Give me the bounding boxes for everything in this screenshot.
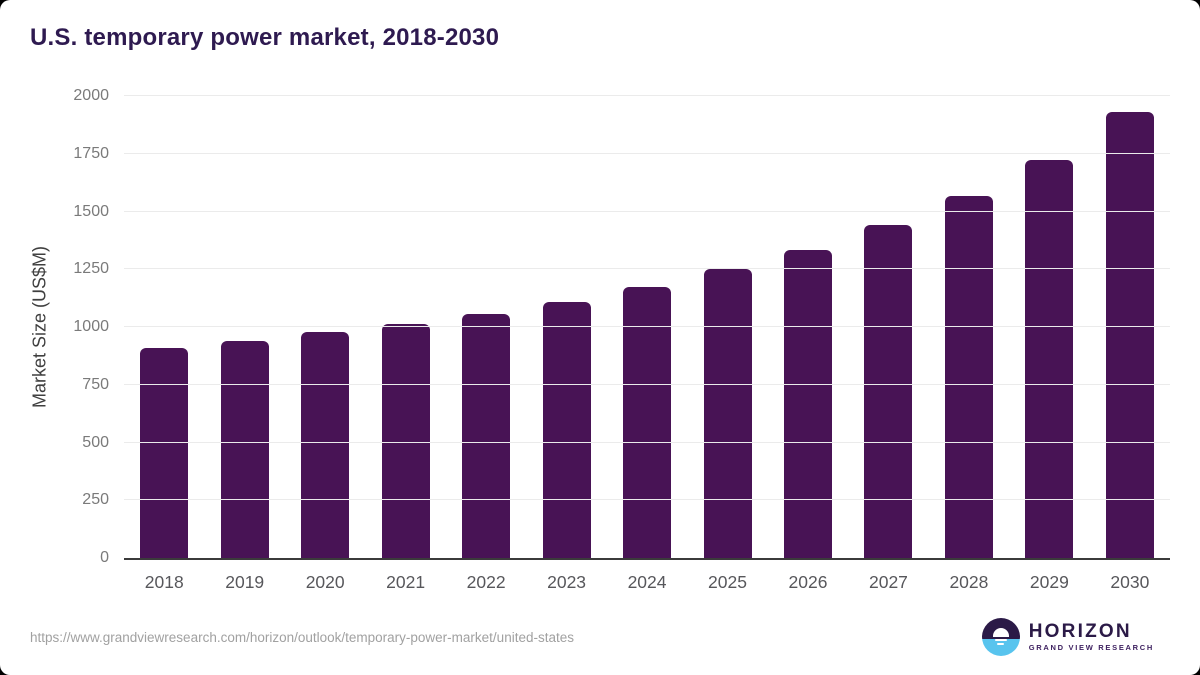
bar-2024	[623, 286, 672, 558]
logo-text: HORIZON GRAND VIEW RESEARCH	[1029, 622, 1154, 652]
bar-slot-2027	[848, 96, 928, 558]
bar-slot-2020	[285, 96, 365, 558]
x-tick-label-2018: 2018	[144, 572, 184, 592]
logo-subbrand: GRAND VIEW RESEARCH	[1028, 643, 1154, 652]
gridline-1750	[124, 152, 1170, 154]
bar-slot-2023	[526, 96, 606, 558]
y-tick-label-1000: 1000	[73, 318, 109, 335]
bar-2025	[703, 268, 752, 558]
bar-2023	[542, 301, 591, 558]
y-tick-label-250: 250	[82, 491, 109, 509]
logo-brand: HORIZON	[1028, 621, 1132, 642]
page-title: U.S. temporary power market, 2018-2030	[30, 24, 500, 51]
bar-2029	[1025, 159, 1074, 558]
bar-slot-2028	[929, 96, 1009, 558]
bar-slot-2019	[204, 96, 284, 558]
x-tick-label-2021: 2021	[386, 572, 426, 592]
x-tick-label-2019: 2019	[225, 572, 265, 592]
y-tick-label-1750: 1750	[73, 144, 109, 162]
bar-2021	[381, 323, 430, 558]
bar-2019	[220, 341, 269, 558]
bar-slot-2024	[607, 96, 687, 558]
x-tick-label-2029: 2029	[1029, 572, 1069, 592]
plot-area: 2018 2019 2020 2021 2022 2023 2024 2025 2026 2027…	[73, 88, 1170, 592]
bar-slot-2029	[1009, 96, 1089, 558]
x-tick-label-2023: 2023	[547, 572, 587, 592]
horizon-sunset-icon	[981, 618, 1020, 656]
x-tick-label-2020: 2020	[305, 572, 345, 592]
horizon-logo: HORIZON GRAND VIEW RESEARCH	[981, 618, 1154, 656]
bars-row	[124, 96, 1170, 558]
x-tick-label-2024: 2024	[627, 572, 667, 592]
y-tick-label-750: 750	[82, 375, 109, 393]
bar-slot-2030	[1090, 96, 1170, 558]
gridline-1500	[124, 210, 1170, 212]
gridline-1250	[124, 268, 1170, 270]
y-axis-title: Market Size (US$M)	[29, 245, 50, 409]
x-tick-label-2026: 2026	[788, 572, 828, 592]
x-tick-label-2028: 2028	[949, 572, 989, 592]
y-tick-label-1500: 1500	[73, 202, 109, 220]
gridline-500	[124, 441, 1170, 443]
x-tick-label-2025: 2025	[708, 572, 747, 592]
bar-2020	[301, 332, 350, 558]
x-tick-label-2027: 2027	[868, 572, 908, 592]
y-tick-label-0: 0	[100, 549, 109, 566]
x-tick-label-2022: 2022	[466, 572, 506, 592]
bar-slot-2026	[768, 96, 848, 558]
sun-shape	[992, 628, 1009, 637]
bar-slot-2022	[446, 96, 526, 558]
bar-slot-2025	[687, 96, 767, 558]
y-tick-label-2000: 2000	[73, 87, 109, 104]
x-labels-row: 2018 2019 2020 2021 2022 2023 2024 2025 2026 2027…	[124, 572, 1170, 593]
bar-2030	[1105, 112, 1154, 558]
bar-2026	[783, 249, 832, 558]
bar-2022	[462, 313, 511, 558]
gridline-2000	[124, 95, 1170, 96]
water-line-2	[997, 643, 1005, 645]
bar-2018	[140, 347, 189, 558]
y-tick-label-1250: 1250	[73, 260, 109, 278]
bar-2028	[944, 196, 993, 558]
x-tick-label-2030: 2030	[1110, 572, 1150, 592]
bar-slot-2018	[124, 96, 204, 558]
gridline-750	[124, 383, 1170, 385]
water-line-1	[994, 638, 1007, 641]
bar-slot-2021	[365, 96, 445, 558]
bar-2027	[864, 224, 913, 558]
gridline-1000	[124, 326, 1170, 327]
gridline-250	[124, 499, 1170, 501]
y-tick-label-500: 500	[82, 433, 109, 451]
source-url: https://www.grandviewresearch.com/horizo…	[30, 630, 574, 645]
